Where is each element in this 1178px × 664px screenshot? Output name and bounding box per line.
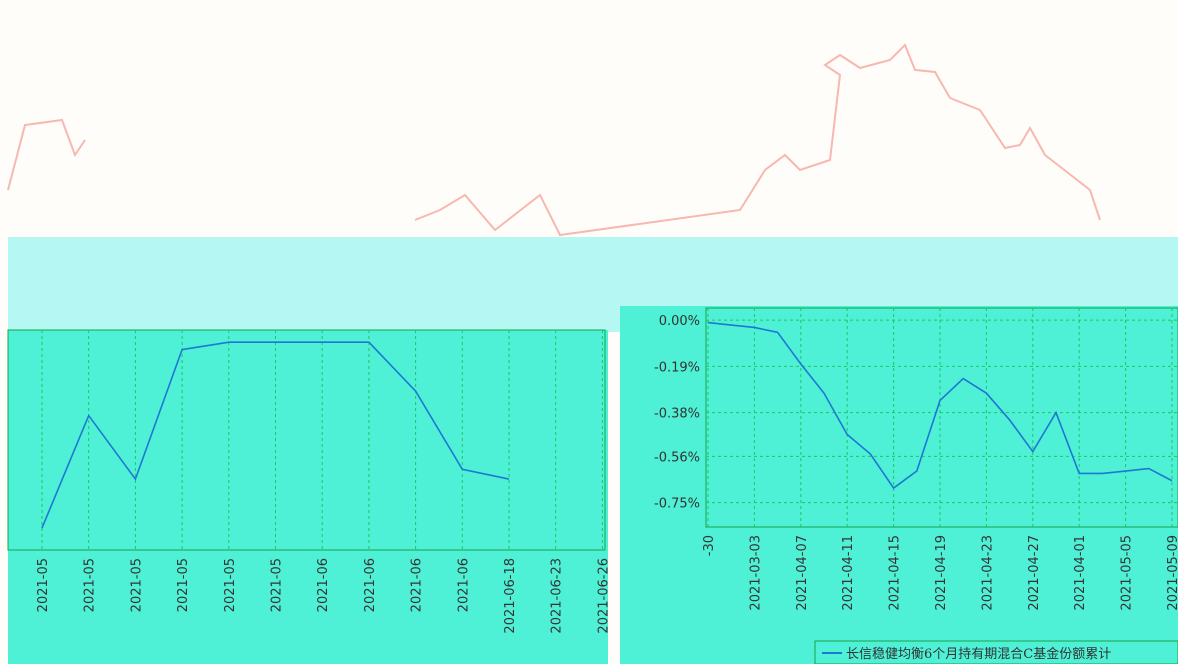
- y-tick-label: -0.38%: [654, 407, 700, 422]
- x-tick-label: 2021-06-18: [503, 558, 518, 634]
- left-panel: [8, 330, 608, 664]
- x-tick-label: 2021-05: [83, 558, 98, 612]
- y-tick-label: -0.19%: [654, 360, 700, 375]
- x-tick-label: 2021-04-15: [888, 535, 903, 611]
- chart: 2021-05 2021-05 2021-05 2021-05 2021-05 2021-…: [0, 0, 1178, 664]
- x-tick-label: 2021-06-23: [550, 558, 565, 634]
- background-line: [8, 120, 85, 190]
- y-tick-label: -0.75%: [654, 497, 700, 512]
- x-tick-label: 2021-04-23: [980, 535, 995, 611]
- x-tick-label: 2021-05-09: [1166, 535, 1178, 611]
- x-tick-label: 2021-04-27: [1027, 535, 1042, 611]
- y-tick-label: -0.56%: [654, 450, 700, 465]
- x-tick-label: 2021-03-03: [748, 535, 763, 611]
- x-tick-label: -30: [702, 535, 717, 556]
- x-tick-label: 2021-05: [223, 558, 238, 612]
- x-tick-label: 2021-04-07: [795, 535, 810, 611]
- x-tick-label: 2021-05-05: [1120, 535, 1135, 611]
- x-tick-label: 2021-06: [456, 558, 471, 612]
- x-tick-label: 2021-04-11: [841, 535, 856, 611]
- y-tick-label: 0.00%: [659, 314, 700, 329]
- x-tick-label: 2021-05: [129, 558, 144, 612]
- x-tick-label: 2021-04-01: [1073, 535, 1088, 611]
- x-tick-label: 2021-06-26: [596, 558, 611, 634]
- x-tick-label: 2021-05: [176, 558, 191, 612]
- background-line: [415, 45, 1100, 235]
- x-tick-label: 2021-06: [410, 558, 425, 612]
- x-tick-label: 2021-06: [316, 558, 331, 612]
- x-tick-label: 2021-05: [270, 558, 285, 612]
- legend-label: 长信稳健均衡6个月持有期混合C基金份额累计: [846, 646, 1111, 662]
- page: {"chart_data": [ {"type": "line", "categ…: [0, 0, 1178, 664]
- x-tick-label: 2021-04-19: [934, 535, 949, 611]
- x-tick-label: 2021-06: [363, 558, 378, 612]
- x-tick-label: 2021-05: [36, 558, 51, 612]
